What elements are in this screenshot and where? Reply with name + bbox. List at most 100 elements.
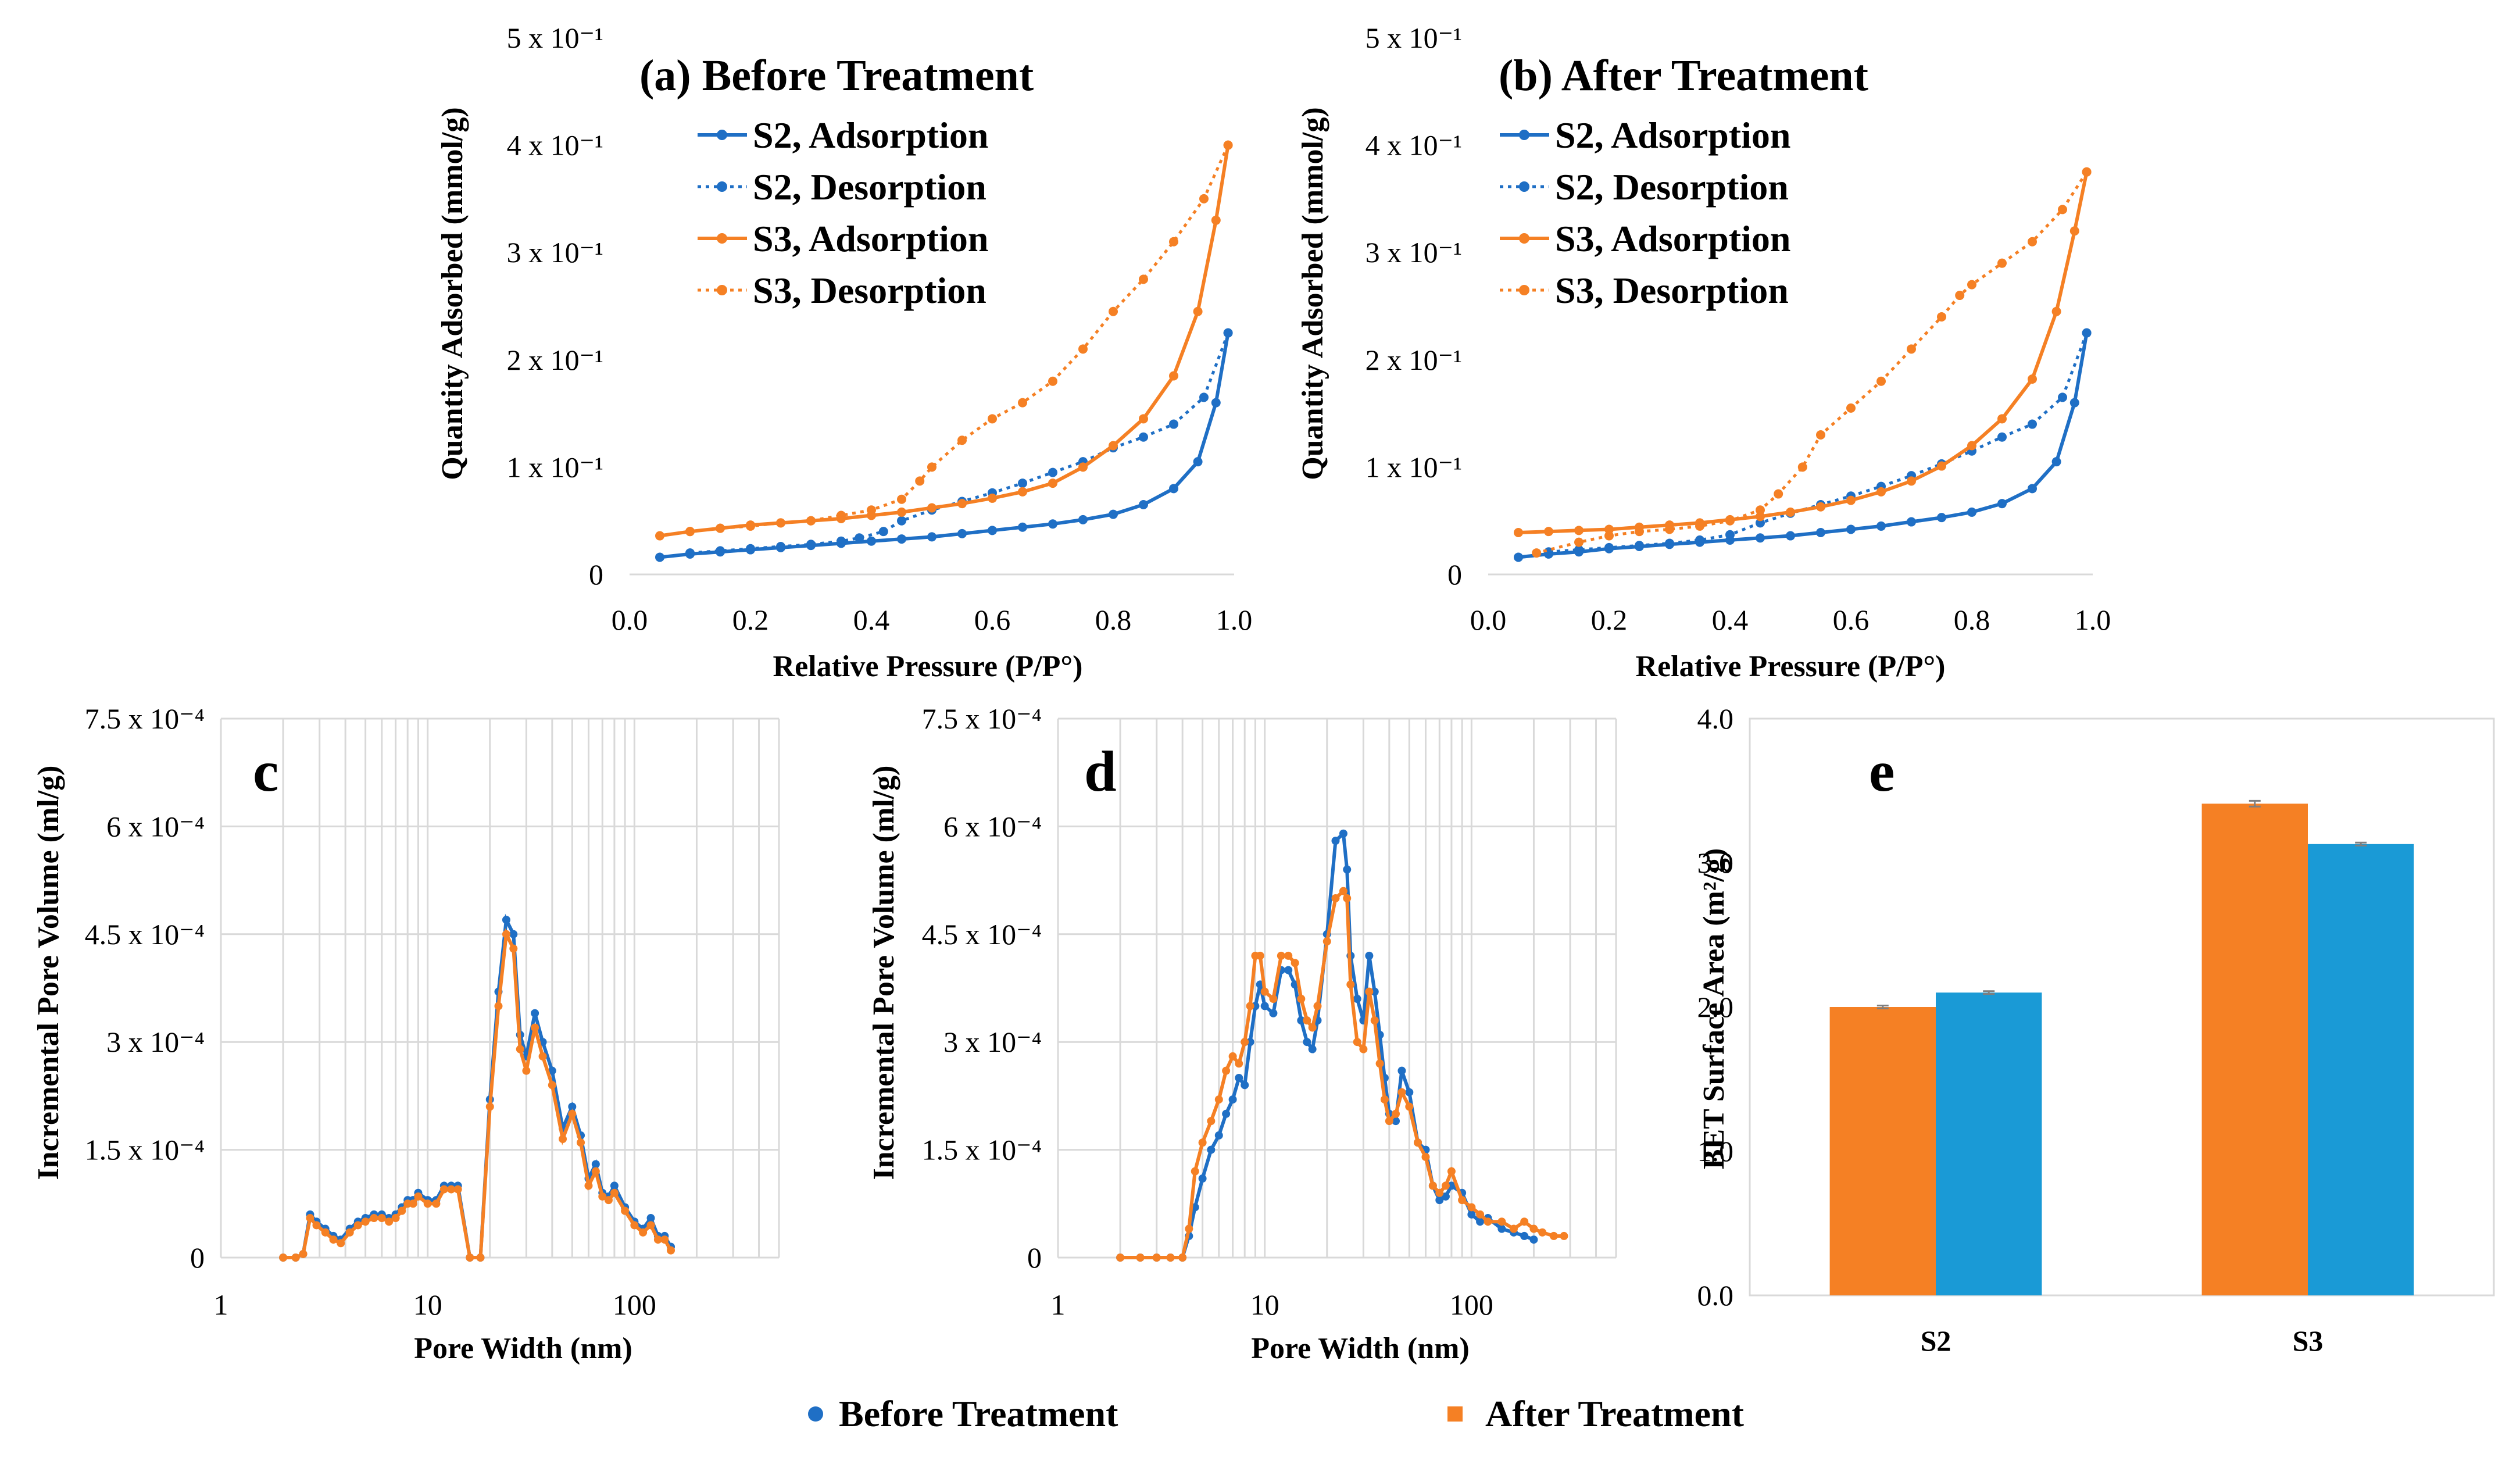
y-tick-label: 7.5 x 10⁻⁴ [922,702,1042,735]
legend-label: S2, Desorption [1555,166,1789,208]
data-point [1018,478,1027,488]
data-point [1385,1117,1393,1126]
data-point [746,544,755,553]
data-point [1725,516,1735,526]
legend-label: S3, Adsorption [753,218,988,259]
data-point [1198,1174,1207,1183]
data-point [1967,507,1976,517]
x-tick-label: 10 [1250,1288,1279,1321]
data-point [837,510,846,520]
y-tick-label: 4 x 10⁻¹ [507,129,603,162]
data-point [685,527,695,537]
data-point [538,1052,547,1060]
data-point [927,462,936,472]
legend-marker [717,285,727,295]
data-point [1109,441,1118,451]
data-point [494,1002,503,1010]
data-point [1846,403,1856,413]
data-point [1211,215,1221,225]
y-tick-label: 5 x 10⁻¹ [1366,22,1462,54]
data-point [1665,538,1674,548]
data-point [548,1081,556,1090]
data-point [855,533,864,543]
x-tick-label: 0.8 [1954,603,1990,636]
data-point [988,493,997,503]
data-point [1604,524,1614,534]
data-point [2028,237,2037,247]
data-point [1635,541,1644,551]
data-point [1199,392,1209,402]
data-point [2058,392,2067,402]
x-tick-label: 1 [1051,1288,1066,1321]
data-point [591,1160,600,1169]
data-point [1846,524,1856,534]
data-point [1421,1152,1430,1161]
panel-b: 0 1 x 10⁻¹ 2 x 10⁻¹ 3 x 10⁻¹ 4 x 10⁻¹ 5 x 10⁻… [1296,22,2111,683]
data-point [502,916,510,924]
y-axis-label: Quantity Adsorbed (mmol/g) [436,107,469,480]
data-point [1185,1224,1193,1233]
data-point [1339,887,1347,895]
y-tick-label: 3.0 [1697,847,1734,879]
data-point [1997,432,2007,442]
data-point [1048,467,1057,477]
data-point [1786,531,1795,541]
data-point [1339,829,1347,838]
data-point [1997,499,2007,509]
data-point [1169,484,1178,494]
data-point [1414,1138,1422,1147]
data-point [1284,951,1293,960]
data-point [1441,1192,1450,1201]
data-point [1458,1196,1467,1205]
x-tick-label: 1.0 [1216,603,1253,636]
y-tick-label: 5 x 10⁻¹ [507,22,603,54]
data-point [1756,518,1765,528]
data-point [2069,226,2079,236]
x-tick-label: 0.2 [732,603,769,636]
panel-label: d [1084,739,1117,804]
legend-label: S3, Desorption [1555,270,1789,311]
data-point [655,531,664,541]
data-point [1907,517,1916,527]
data-point [1308,1045,1317,1054]
global-legend: Before Treatment After Treatment [808,1393,1745,1434]
data-point [453,1185,462,1194]
data-point [1937,461,1946,471]
data-point [1178,1254,1187,1262]
data-point [1797,462,1807,472]
data-point [776,542,785,552]
data-point [299,1249,308,1258]
y-tick-label: 4.5 x 10⁻⁴ [85,918,205,951]
data-point [1211,398,1221,408]
x-axis-label: Relative Pressure (P/P°) [773,650,1083,683]
data-point [1375,1059,1384,1068]
data-point [291,1254,300,1262]
data-point [591,1167,600,1176]
data-point [1048,519,1057,529]
data-point [1484,1217,1492,1226]
data-point [1235,1074,1243,1082]
data-point [1048,376,1057,386]
y-tick-label: 3 x 10⁻⁴ [106,1026,205,1058]
data-point [1392,1117,1400,1126]
data-point [1222,1109,1231,1118]
data-point [1380,1095,1389,1104]
data-point [531,1023,539,1032]
data-point [1191,1167,1199,1176]
data-point [1235,1059,1243,1068]
legend: S2, Adsorption S2, Desorption S3, Adsorpti… [1500,115,1790,311]
data-point [409,1199,417,1208]
legend-label: S2, Desorption [753,166,986,208]
data-point [1199,194,1209,203]
data-point [2051,306,2061,316]
data-point [1139,274,1148,284]
data-point [1509,1224,1518,1233]
data-point [1207,1117,1216,1126]
data-point [2082,167,2092,177]
data-point [837,536,846,546]
data-point [1520,1217,1529,1226]
x-axis-label: Relative Pressure (P/P°) [1636,650,1946,683]
x-tick-label: 0.0 [1470,603,1507,636]
data-point [1193,457,1203,467]
